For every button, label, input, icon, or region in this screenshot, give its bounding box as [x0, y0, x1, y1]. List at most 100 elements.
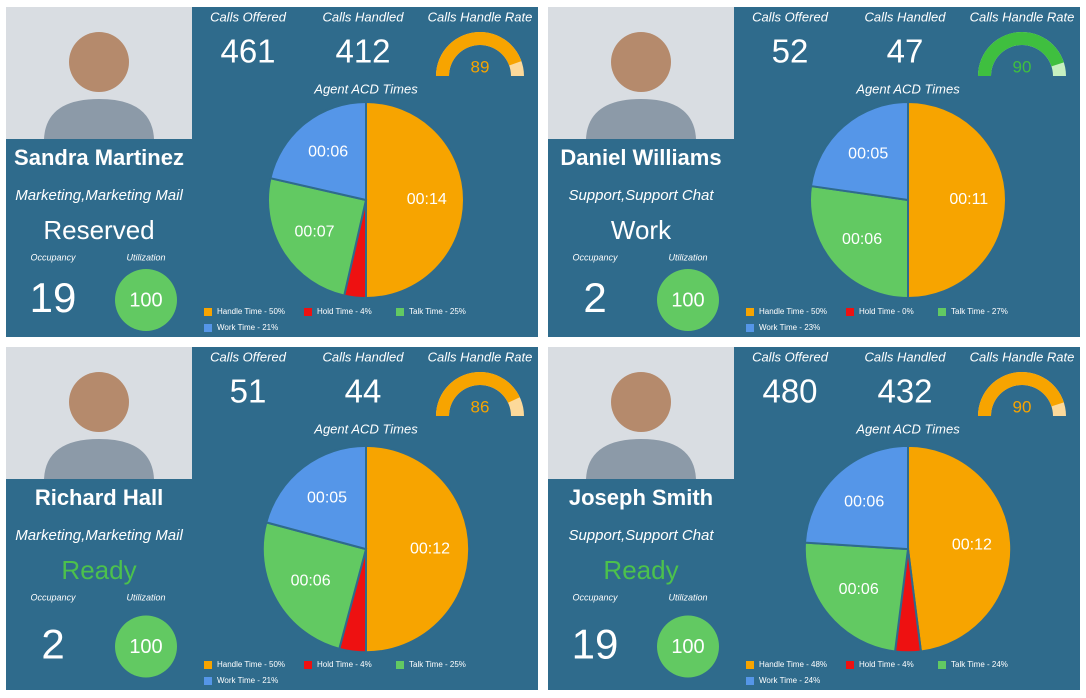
calls-handled-value: 412	[335, 33, 390, 70]
slice-label: 00:07	[295, 224, 335, 241]
legend-label: Hold Time - 4%	[317, 660, 372, 669]
calls-handled-value: 44	[345, 373, 382, 410]
photo-shoulders	[586, 439, 696, 479]
legend-swatch	[204, 677, 212, 685]
pie-title: Agent ACD Times	[313, 421, 418, 436]
legend-label: Work Time - 21%	[217, 323, 278, 332]
pie-slice	[809, 184, 909, 300]
photo-shoulders	[44, 99, 154, 139]
utilization-value: 100	[671, 289, 704, 311]
legend-label: Hold Time - 4%	[859, 660, 914, 669]
calls-offered-value: 461	[220, 33, 275, 70]
legend-label: Hold Time - 4%	[317, 307, 372, 316]
occupancy-value: 2	[583, 274, 606, 321]
gauge-value-label: 90	[1013, 57, 1032, 76]
pie-slice	[265, 444, 367, 551]
gauge-value-label: 86	[471, 397, 490, 416]
slice-label: 00:06	[839, 581, 879, 598]
slice-label: 00:05	[307, 490, 347, 507]
agent-name: Sandra Martinez	[14, 145, 184, 170]
pie-slice	[907, 444, 1013, 653]
agent-department: Marketing,Marketing Mail	[15, 187, 183, 204]
agent-department: Support,Support Chat	[568, 527, 714, 544]
calls-offered-value: 480	[762, 373, 817, 410]
legend-swatch	[846, 661, 854, 669]
occupancy-value: 2	[41, 621, 64, 668]
legend-swatch	[746, 308, 754, 316]
gauge-value-label: 89	[471, 57, 490, 76]
gauge-value	[436, 372, 520, 416]
agent-name: Joseph Smith	[569, 485, 713, 510]
agent-status: Ready	[61, 555, 136, 585]
legend-swatch	[304, 661, 312, 669]
pie-slice	[267, 176, 368, 297]
utilization-value: 100	[129, 636, 162, 658]
legend-swatch	[396, 308, 404, 316]
utilization-label: Utilization	[668, 252, 707, 262]
legend-swatch	[938, 661, 946, 669]
legend-swatch	[938, 308, 946, 316]
calls-offered-label: Calls Offered	[752, 9, 829, 24]
pie-slice	[269, 100, 367, 202]
calls-handled-label: Calls Handled	[323, 9, 405, 24]
legend-swatch	[746, 661, 754, 669]
pie-slice	[809, 100, 909, 202]
handle-rate-label: Calls Handle Rate	[970, 9, 1075, 24]
occupancy-label: Occupancy	[572, 252, 618, 262]
legend-label: Hold Time - 0%	[859, 307, 914, 316]
photo-head	[611, 372, 671, 432]
slice-label: 00:06	[308, 144, 348, 161]
calls-handled-label: Calls Handled	[865, 349, 947, 364]
pie-slice	[803, 444, 909, 551]
utilization-label: Utilization	[126, 592, 165, 602]
gauge-value	[436, 32, 522, 76]
slice-label: 00:06	[844, 494, 884, 511]
legend-label: Handle Time - 50%	[759, 307, 827, 316]
pie-title: Agent ACD Times	[855, 81, 960, 96]
pie-slice	[907, 100, 1007, 300]
pie-slice	[803, 541, 910, 653]
slice-label: 00:12	[952, 536, 992, 553]
legend-swatch	[746, 324, 754, 332]
agent-status: Reserved	[43, 215, 154, 245]
photo-shoulders	[44, 439, 154, 479]
calls-offered-value: 52	[772, 33, 809, 70]
calls-offered-label: Calls Offered	[210, 349, 287, 364]
slice-label: 00:11	[949, 191, 988, 208]
calls-offered-value: 51	[230, 373, 267, 410]
legend-swatch	[846, 308, 854, 316]
calls-handled-value: 432	[877, 373, 932, 410]
agent-card: Daniel Williams Support,Support Chat Work O…	[548, 7, 1080, 337]
legend-label: Work Time - 24%	[759, 676, 820, 685]
agent-card: Richard Hall Marketing,Marketing Mail Read…	[6, 347, 538, 690]
legend-label: Talk Time - 25%	[409, 307, 466, 316]
legend-swatch	[304, 308, 312, 316]
calls-handled-label: Calls Handled	[865, 9, 947, 24]
legend-label: Talk Time - 24%	[951, 660, 1008, 669]
photo-head	[69, 372, 129, 432]
agent-card: Joseph Smith Support,Support Chat Ready Occ…	[548, 347, 1080, 690]
gauge-value-label: 90	[1013, 397, 1032, 416]
legend-label: Talk Time - 27%	[951, 307, 1008, 316]
calls-handled-value: 47	[887, 33, 924, 70]
legend-swatch	[746, 677, 754, 685]
utilization-circle	[115, 615, 177, 678]
utilization-value: 100	[129, 289, 162, 311]
agent-status: Work	[611, 215, 672, 245]
occupancy-label: Occupancy	[572, 592, 618, 602]
legend-label: Talk Time - 25%	[409, 660, 466, 669]
photo-shoulders	[586, 99, 696, 139]
calls-offered-label: Calls Offered	[210, 9, 287, 24]
legend-swatch	[396, 661, 404, 669]
legend-label: Handle Time - 48%	[759, 660, 827, 669]
occupancy-value: 19	[572, 621, 619, 668]
handle-rate-label: Calls Handle Rate	[428, 9, 533, 24]
agent-name: Richard Hall	[35, 485, 163, 510]
legend-swatch	[204, 324, 212, 332]
legend-swatch	[204, 308, 212, 316]
utilization-value: 100	[671, 636, 704, 658]
utilization-label: Utilization	[126, 252, 165, 262]
pie-slice	[365, 100, 465, 300]
legend-label: Work Time - 23%	[759, 323, 820, 332]
